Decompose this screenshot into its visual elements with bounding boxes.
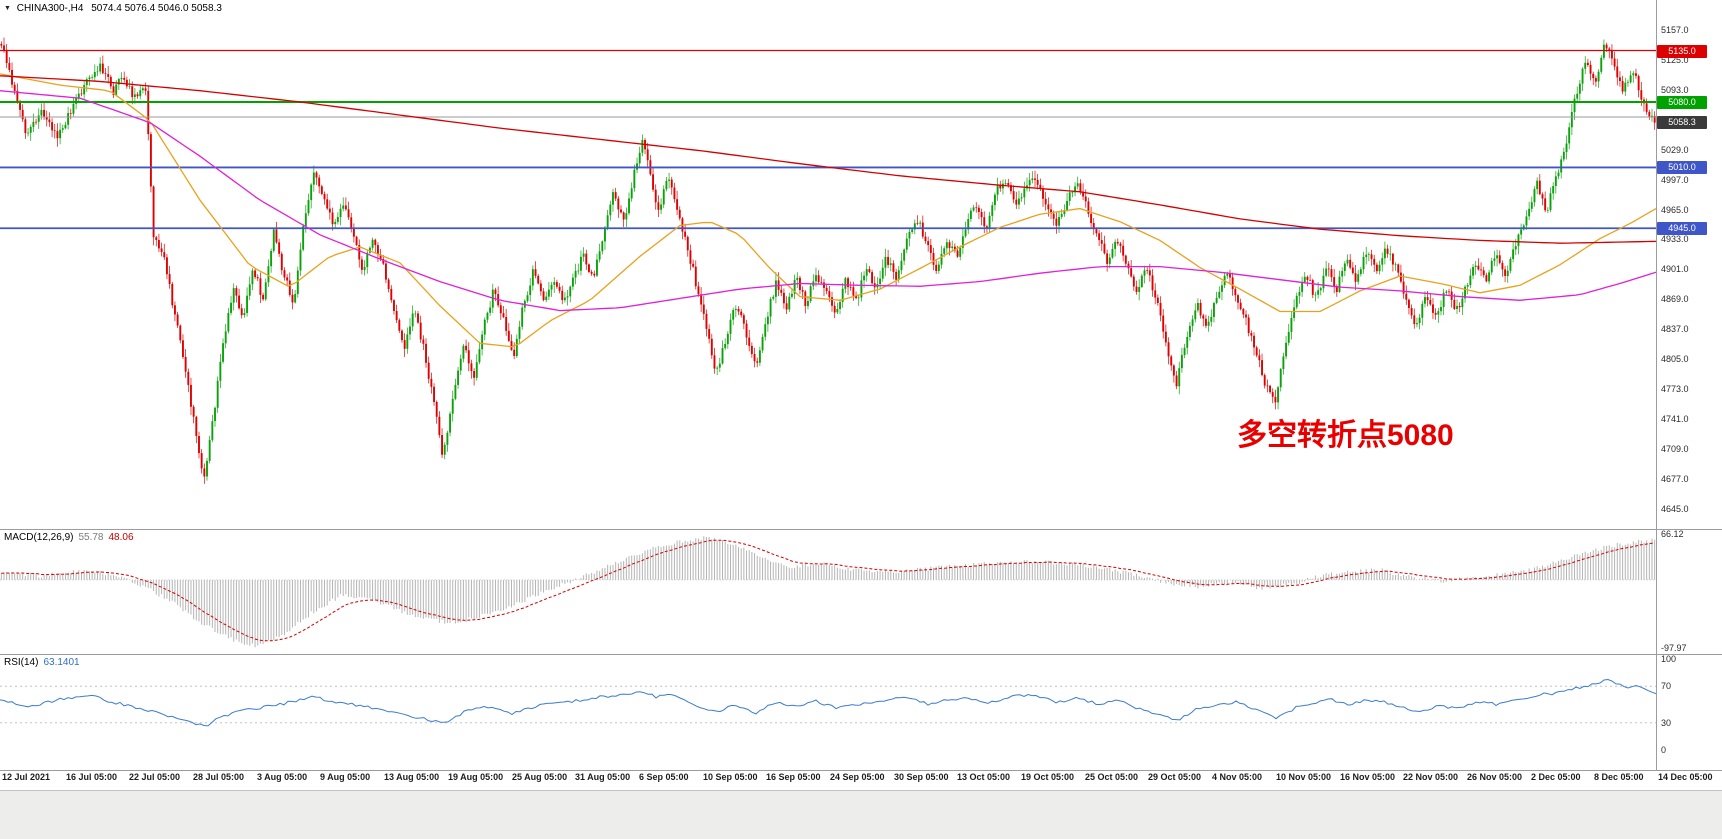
time-tick-label: 30 Sep 05:00 (894, 772, 949, 782)
time-tick-label: 26 Nov 05:00 (1467, 772, 1523, 782)
price-tick-label: 5093.0 (1661, 85, 1689, 95)
rsi-value: 63.1401 (43, 657, 80, 668)
price-tick-label: 4901.0 (1661, 264, 1689, 274)
price-level-badge: 4945.0 (1657, 222, 1707, 235)
time-tick-label: 9 Aug 05:00 (320, 772, 371, 782)
price-tick-label: 4837.0 (1661, 324, 1689, 334)
time-tick-label: 24 Sep 05:00 (830, 772, 885, 782)
macd-panel-chart[interactable] (0, 530, 1656, 654)
macd-tick-label: 66.12 (1661, 529, 1684, 539)
rsi-tick-label: 100 (1661, 654, 1677, 664)
time-tick-label: 10 Nov 05:00 (1276, 772, 1332, 782)
macd-tick-label: -97.97 (1661, 643, 1687, 653)
time-tick-label: 16 Sep 05:00 (766, 772, 821, 782)
price-level-badge: 5135.0 (1657, 45, 1707, 58)
price-tick-label: 4677.0 (1661, 474, 1689, 484)
price-level-badge: 5080.0 (1657, 96, 1707, 109)
price-tick-label: 5157.0 (1661, 25, 1689, 35)
ma-slow-red-line (0, 75, 1656, 244)
time-tick-label: 29 Oct 05:00 (1148, 772, 1202, 782)
macd-signal-line (1, 539, 1655, 642)
ma-mid-magenta-line (0, 90, 1656, 312)
time-tick-label: 25 Oct 05:00 (1085, 772, 1139, 782)
macd-indicator-label: MACD(12,26,9) 55.78 48.06 (4, 532, 134, 543)
bottom-scroll-strip (0, 790, 1722, 839)
price-tick-label: 4965.0 (1661, 205, 1689, 215)
chart-text-annotation[interactable]: 多空转折点5080 (1237, 419, 1454, 452)
price-tick-label: 4869.0 (1661, 294, 1689, 304)
time-tick-label: 2 Dec 05:00 (1531, 772, 1581, 782)
price-level-badge: 5010.0 (1657, 161, 1707, 174)
price-tick-label: 4773.0 (1661, 384, 1689, 394)
rsi-name: RSI(14) (4, 657, 39, 668)
time-tick-label: 31 Aug 05:00 (575, 772, 631, 782)
macd-signal-value: 48.06 (108, 532, 134, 543)
price-tick-label: 4709.0 (1661, 444, 1689, 454)
time-tick-label: 16 Nov 05:00 (1340, 772, 1396, 782)
symbol-name: CHINA300-,H4 (16, 3, 84, 14)
price-axis-line[interactable] (1656, 0, 1657, 770)
time-tick-label: 22 Nov 05:00 (1403, 772, 1459, 782)
rsi-tick-label: 30 (1661, 718, 1672, 728)
time-axis-separator (0, 770, 1722, 771)
time-tick-label: 10 Sep 05:00 (703, 772, 758, 782)
rsi-panel-separator[interactable] (0, 654, 1722, 655)
time-tick-label: 19 Aug 05:00 (448, 772, 504, 782)
time-tick-label: 13 Oct 05:00 (957, 772, 1011, 782)
rsi-tick-label: 0 (1661, 745, 1667, 755)
ohlc-values: 5074.4 5076.4 5046.0 5058.3 (91, 3, 222, 14)
price-tick-label: 4741.0 (1661, 414, 1689, 424)
rsi-panel-chart[interactable] (0, 655, 1656, 769)
time-tick-label: 6 Sep 05:00 (639, 772, 689, 782)
price-tick-label: 5125.0 (1661, 55, 1689, 65)
rsi-tick-label: 70 (1661, 681, 1672, 691)
price-tick-label: 4933.0 (1661, 234, 1689, 244)
time-tick-label: 3 Aug 05:00 (257, 772, 308, 782)
macd-name: MACD(12,26,9) (4, 532, 74, 543)
time-axis[interactable]: 12 Jul 2021 16 Jul 05:00 22 Jul 05:00 28 Ju… (0, 772, 1722, 788)
price-level-badge: 5058.3 (1657, 116, 1707, 129)
candlestick-chart-icon: ▼ (4, 5, 11, 12)
rsi-indicator-label: RSI(14) 63.1401 (4, 657, 80, 668)
ma-fast-orange-line (0, 73, 1656, 348)
price-tick-label: 5029.0 (1661, 145, 1689, 155)
time-tick-label: 16 Jul 05:00 (66, 772, 118, 782)
macd-panel-separator[interactable] (0, 529, 1722, 530)
candles (0, 37, 1656, 484)
time-tick-label: 4 Nov 05:00 (1212, 772, 1263, 782)
price-tick-label: 4645.0 (1661, 504, 1689, 514)
time-tick-label: 22 Jul 05:00 (129, 772, 181, 782)
time-tick-label: 12 Jul 2021 (2, 772, 51, 782)
chart-header: ▼ CHINA300-,H4 5074.4 5076.4 5046.0 5058… (4, 3, 222, 14)
time-tick-label: 8 Dec 05:00 (1594, 772, 1644, 782)
price-tick-label: 4805.0 (1661, 354, 1689, 364)
rsi-line (0, 678, 1656, 727)
time-tick-label: 25 Aug 05:00 (512, 772, 568, 782)
macd-main-value: 55.78 (78, 532, 104, 543)
time-tick-label: 13 Aug 05:00 (384, 772, 440, 782)
horizontal-level-lines (0, 49, 1656, 230)
time-tick-label: 28 Jul 05:00 (193, 772, 245, 782)
time-tick-label: 19 Oct 05:00 (1021, 772, 1075, 782)
main-price-chart[interactable] (0, 0, 1656, 529)
macd-histogram (0, 536, 1656, 648)
price-tick-label: 4997.0 (1661, 175, 1689, 185)
time-tick-label: 14 Dec 05:00 (1658, 772, 1713, 782)
